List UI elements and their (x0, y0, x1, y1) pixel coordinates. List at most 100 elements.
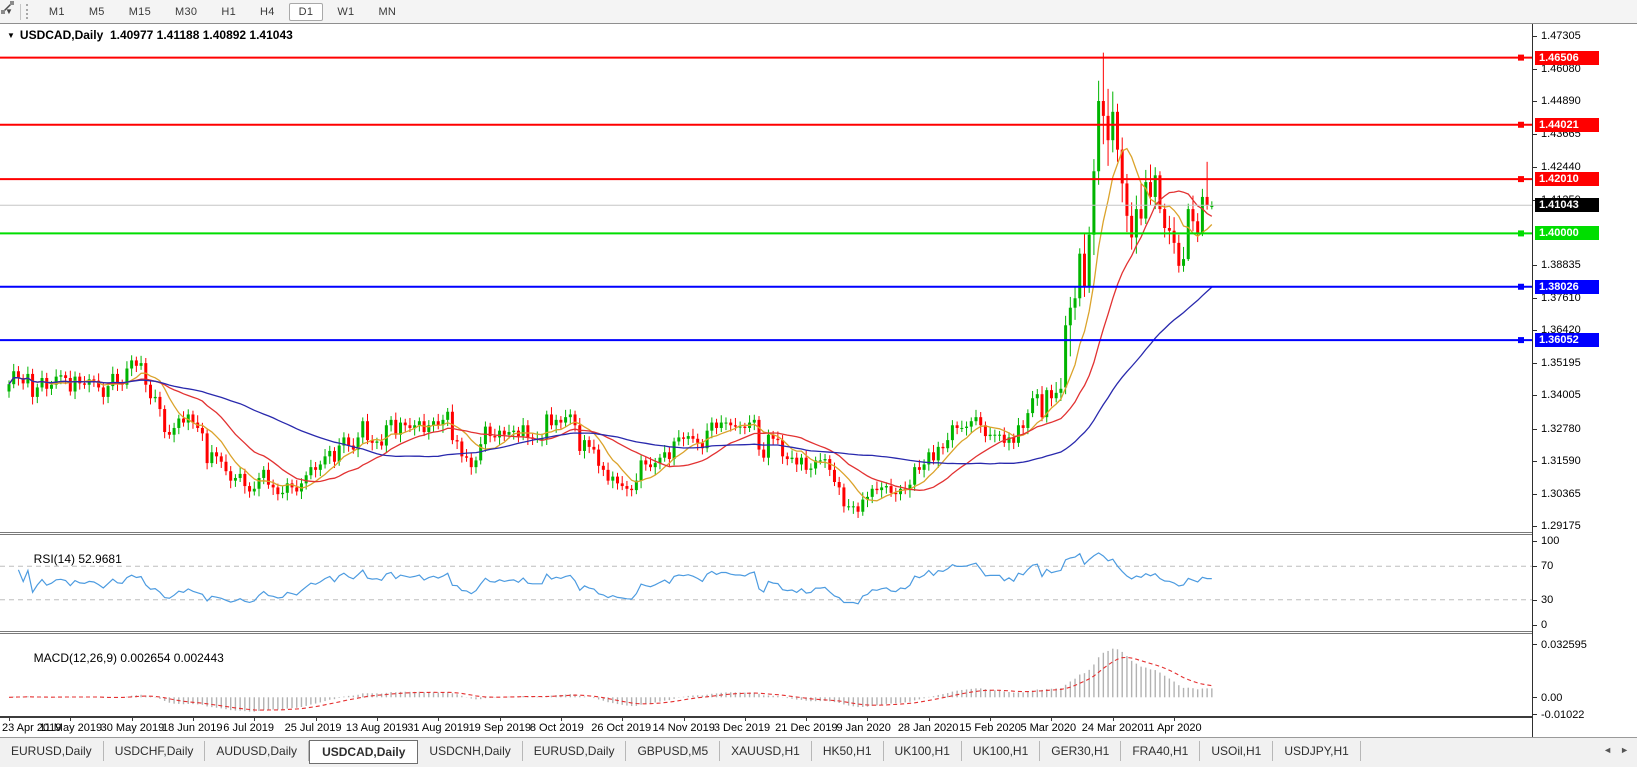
date-axis-label: 13 Aug 2019 (345, 722, 408, 734)
chart-tab-usdcnh-daily[interactable]: USDCNH,Daily (418, 741, 523, 761)
drawing-tool-button[interactable]: ▼ (0, 1, 17, 16)
pane-splitter[interactable] (0, 532, 1637, 535)
chart-tab-hk50-h1[interactable]: HK50,H1 (812, 741, 884, 761)
chart-tab-uk100-h1[interactable]: UK100,H1 (962, 741, 1041, 761)
line-handle[interactable] (1518, 337, 1524, 344)
date-axis-tick-mark (499, 718, 501, 721)
chart-tab-eurusd-daily[interactable]: EURUSD,Daily (0, 741, 104, 761)
current-price-label: 1.41043 (1535, 198, 1599, 213)
price-axis-tick-mark (1533, 264, 1537, 266)
price-line-label: 1.38026 (1535, 279, 1599, 294)
price-line-label: 1.44021 (1535, 117, 1599, 132)
timeframe-button-m30[interactable]: M30 (175, 5, 198, 18)
timeframe-button-d1[interactable]: D1 (288, 2, 324, 21)
chart-ohlc-values (103, 28, 110, 42)
rsi-axis-tick-mark (1533, 541, 1537, 542)
date-axis-tick-mark (131, 718, 133, 721)
date-axis-tick-mark (315, 718, 317, 721)
moving-average-8 (8, 147, 1213, 502)
chart-tab-usdchf-daily[interactable]: USDCHF,Daily (104, 741, 206, 761)
candlestick-series (7, 52, 1214, 518)
date-axis-tick-mark (254, 718, 256, 721)
price-axis[interactable]: 1.473051.460801.448901.436651.424401.412… (1532, 24, 1637, 737)
chart-tab-audusd-daily[interactable]: AUDUSD,Daily (205, 741, 310, 761)
date-axis-label: 25 Jul 2019 (284, 722, 342, 734)
chart-tab-usdcad-daily[interactable]: USDCAD,Daily (309, 740, 419, 764)
date-axis-label: 31 Aug 2019 (407, 722, 470, 734)
date-axis-tick-mark (9, 718, 10, 721)
chart-tab-usoil-h1[interactable]: USOil,H1 (1200, 741, 1274, 761)
date-axis-label: 3 Dec 2019 (713, 722, 771, 734)
collapse-arrow-icon[interactable]: ▼ (7, 30, 15, 40)
timeframe-button-m5[interactable]: M5 (88, 5, 105, 18)
chart-tab-ger30-h1[interactable]: GER30,H1 (1040, 741, 1122, 761)
line-handle[interactable] (1518, 121, 1524, 128)
line-handle[interactable] (1518, 230, 1524, 237)
price-axis-tick-mark (1533, 69, 1537, 71)
date-axis-tick-mark (192, 718, 194, 721)
date-axis-label: 15 Feb 2020 (959, 722, 1021, 734)
date-axis-label: 14 Nov 2019 (652, 722, 715, 734)
chart-tab-usdjpy-h1[interactable]: USDJPY,H1 (1273, 741, 1361, 761)
macd-signal-line (8, 656, 1212, 711)
toolbar-grip[interactable] (25, 4, 31, 19)
price-line-label: 1.46506 (1535, 50, 1599, 65)
chart-tab-eurusd-daily[interactable]: EURUSD,Daily (523, 741, 627, 761)
date-axis-tick-mark (806, 718, 808, 721)
chart-tab-xauusd-h1[interactable]: XAUUSD,H1 (720, 741, 812, 761)
price-axis-tick-mark (1533, 363, 1537, 365)
macd-plot (8, 648, 1213, 712)
chart-symbol-label: USDCAD,Daily (19, 28, 104, 42)
date-axis-tick-mark (1112, 718, 1114, 721)
price-axis-tick: 1.38835 (1541, 258, 1581, 271)
chart-tab-bar: EURUSD,Daily USDCHF,Daily AUDUSD,Daily USDC… (0, 738, 1637, 767)
line-handle[interactable] (1518, 176, 1524, 183)
date-axis-label: 5 Mar 2020 (1020, 722, 1077, 734)
price-axis-tick: 1.31590 (1541, 454, 1581, 467)
date-axis-tick-mark (622, 718, 624, 721)
timeframes-toolbar: ▼ M1 M5 M15 M30 H1 H4 D1 W1 MN (0, 0, 1637, 24)
timeframe-button-m1[interactable]: M1 (48, 5, 65, 18)
price-axis-tick-mark (1533, 428, 1537, 430)
date-axis-tick-mark (70, 718, 72, 721)
date-axis-tick-mark (560, 718, 562, 721)
timeframe-button-mn[interactable]: MN (378, 5, 397, 18)
tab-scroll-right-icon[interactable]: ► (1620, 745, 1629, 755)
rsi-axis-tick-mark (1533, 566, 1537, 568)
price-line-label: 1.36052 (1535, 333, 1599, 348)
timeframe-button-h1[interactable]: H1 (221, 5, 236, 18)
line-handle[interactable] (1518, 54, 1524, 61)
macd-indicator-label: MACD(12,26,9) 0.002654 0.002443 (33, 651, 224, 665)
chart-tab-fra40-h1[interactable]: FRA40,H1 (1121, 741, 1201, 761)
chart-tab-gbpusd-m5[interactable]: GBPUSD,M5 (626, 741, 721, 761)
timeframe-button-h4[interactable]: H4 (260, 5, 275, 18)
dropdown-arrow-icon[interactable]: ▼ (5, 7, 13, 16)
moving-average-50 (8, 286, 1213, 465)
price-axis-tick: 1.34005 (1541, 389, 1581, 402)
rsi-axis-tick-mark (1533, 599, 1537, 601)
rsi-axis-tick-mark (1533, 625, 1537, 626)
timeframe-button-w1[interactable]: W1 (337, 5, 355, 18)
price-axis-tick: 1.35195 (1541, 357, 1581, 370)
pane-splitter[interactable] (0, 631, 1637, 634)
chart-tab-uk100-h1[interactable]: UK100,H1 (884, 741, 962, 761)
tab-scroll-left-icon[interactable]: ◄ (1603, 745, 1613, 755)
timeframe-button-m15[interactable]: M15 (128, 5, 152, 18)
rsi-axis-tick: 30 (1541, 593, 1554, 606)
date-axis-label: 21 Dec 2019 (775, 722, 838, 734)
line-handle[interactable] (1518, 283, 1524, 290)
price-axis-tick: 1.44890 (1541, 95, 1581, 108)
date-axis-tick-mark (438, 718, 440, 721)
moving-average-20 (8, 190, 1213, 491)
date-axis[interactable]: 23 Apr 2019 11 May 2019 30 May 2019 18 Jun … (0, 718, 1532, 737)
pane-bottom-border (0, 716, 1637, 718)
macd-axis-tick-mark (1533, 644, 1537, 645)
date-axis-tick-mark (928, 718, 930, 721)
toolbar-separator (19, 3, 21, 20)
macd-axis-tick: 0.00 (1541, 692, 1563, 705)
date-axis-label: 11 May 2019 (39, 722, 103, 734)
price-axis-tick-mark (1533, 297, 1537, 299)
trendline-tool-icon (1, 1, 14, 14)
rsi-pane: RSI(14) 52.9681 (0, 535, 1532, 631)
